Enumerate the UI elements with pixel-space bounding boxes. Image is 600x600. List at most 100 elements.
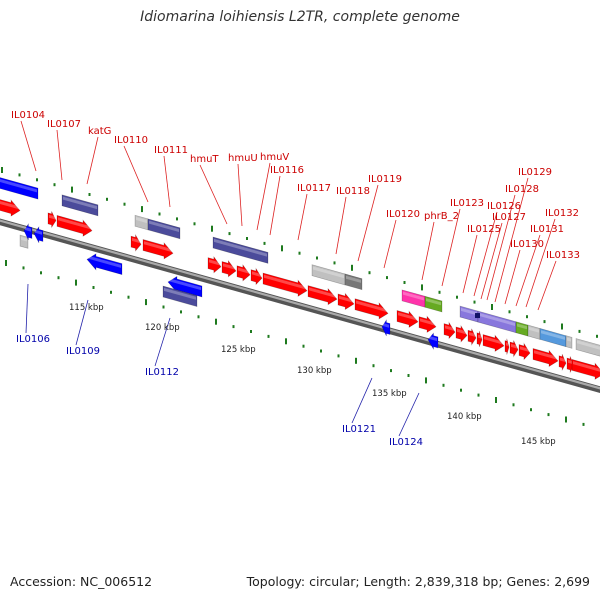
leader-il0116 bbox=[269, 175, 281, 236]
gene-IL0120-misc-shine bbox=[403, 291, 424, 301]
lower-tick bbox=[495, 397, 497, 403]
gene-label-il0109: IL0109 bbox=[66, 346, 100, 357]
lower-tick bbox=[92, 286, 95, 289]
gene-IL0109-shine bbox=[88, 255, 121, 268]
leader-il0123 bbox=[441, 208, 461, 287]
lower-tick bbox=[512, 403, 515, 407]
gene-label-il0112: IL0112 bbox=[145, 367, 179, 378]
lower-tick bbox=[40, 271, 42, 275]
gene-IL0107 bbox=[61, 194, 99, 217]
lower-tick bbox=[547, 413, 550, 417]
upper-tick bbox=[193, 222, 196, 226]
gene-label-il0119: IL0119 bbox=[368, 174, 402, 185]
lower-tick bbox=[530, 408, 532, 412]
lower-tick bbox=[285, 338, 287, 345]
gene-IL0112b bbox=[162, 285, 198, 307]
gene-IL0106-misc-shine bbox=[21, 236, 27, 242]
lower-tick bbox=[372, 364, 375, 368]
lower-tick bbox=[267, 334, 270, 338]
gene-IL0133-misc-shine bbox=[577, 340, 600, 350]
cds-forward-16-shine bbox=[445, 325, 454, 331]
gene-label-il0125: IL0125 bbox=[467, 224, 501, 235]
cds-forward-24 bbox=[532, 348, 559, 367]
gene-label-il0104: IL0104 bbox=[11, 110, 45, 121]
gene-IL0123-shine bbox=[461, 307, 477, 316]
gene-IL0129-shine bbox=[517, 323, 527, 330]
upper-tick bbox=[1, 167, 3, 173]
lower-tick bbox=[565, 416, 567, 423]
gene-IL0107-shine bbox=[63, 196, 97, 210]
gene-label-il0128: IL0128 bbox=[505, 184, 539, 195]
gene-label-il0123: IL0123 bbox=[450, 198, 484, 209]
gene-IL0106 bbox=[23, 222, 33, 241]
gene-label-il0121: IL0121 bbox=[342, 424, 376, 435]
cds-forward-20 bbox=[482, 334, 505, 352]
gene-IL0106-misc bbox=[19, 234, 29, 249]
gene-IL0130-misc-shine bbox=[529, 326, 539, 333]
leader-hmut bbox=[199, 164, 228, 225]
gene-label-il0131: IL0131 bbox=[530, 224, 564, 235]
lower-tick bbox=[75, 279, 77, 286]
cds-forward-6 bbox=[207, 255, 222, 274]
cds-forward-2-shine bbox=[49, 214, 55, 220]
gene-IL0125-marker bbox=[475, 313, 480, 319]
scale-label-2: 120 kbp bbox=[145, 323, 180, 333]
upper-tick bbox=[403, 281, 406, 284]
lower-tick bbox=[22, 266, 25, 270]
gene-IL0125-shine bbox=[479, 312, 515, 326]
gene-label-il0130: IL0130 bbox=[510, 239, 544, 250]
cds-forward-22-shine bbox=[511, 343, 517, 349]
cds-forward-12 bbox=[337, 292, 355, 311]
upper-tick bbox=[473, 300, 476, 304]
leader-il0130 bbox=[504, 249, 521, 305]
upper-tick bbox=[263, 241, 266, 245]
gene-IL0110-misc-shine bbox=[136, 217, 147, 224]
gene-label-il0107: IL0107 bbox=[47, 119, 81, 130]
gene-label-il0124: IL0124 bbox=[389, 437, 423, 448]
upper-tick bbox=[158, 212, 161, 216]
upper-tick bbox=[438, 290, 441, 294]
leader-il0110 bbox=[123, 145, 149, 203]
gene-label-hmuu: hmuU bbox=[228, 153, 258, 164]
leader-hmuu bbox=[237, 163, 243, 227]
lower-tick bbox=[162, 305, 165, 309]
upper-tick bbox=[18, 173, 21, 177]
gene-hmu-operon-shine bbox=[214, 238, 267, 257]
cds-forward-10 bbox=[262, 272, 308, 297]
upper-tick bbox=[123, 202, 126, 206]
cds-forward-25 bbox=[558, 354, 567, 372]
leader-il0132 bbox=[525, 218, 556, 308]
cds-forward-18-shine bbox=[469, 332, 475, 337]
lower-tick bbox=[145, 299, 147, 306]
lower-tick bbox=[302, 344, 305, 348]
upper-tick bbox=[578, 329, 581, 333]
cds-forward-15 bbox=[418, 315, 437, 333]
gene-IL0109 bbox=[86, 253, 123, 275]
gene-IL0124 bbox=[427, 332, 439, 351]
upper-tick bbox=[106, 197, 108, 201]
cds-forward-21-shine bbox=[506, 342, 508, 346]
upper-tick bbox=[543, 320, 546, 324]
gene-label-il0118: IL0118 bbox=[336, 186, 370, 197]
upper-tick bbox=[53, 183, 56, 187]
gene-IL0132-misc bbox=[565, 335, 573, 349]
cds-forward-3-shine bbox=[58, 217, 91, 230]
cds-forward-4 bbox=[130, 233, 142, 252]
upper-tick bbox=[141, 206, 143, 213]
gene-IL0118-misc-shine bbox=[313, 266, 344, 279]
cds-forward-18 bbox=[467, 328, 477, 346]
upper-tick bbox=[36, 178, 38, 182]
gene-label-hmuv: hmuV bbox=[260, 152, 289, 163]
upper-tick bbox=[176, 217, 178, 221]
leader-il0109 bbox=[75, 299, 89, 346]
upper-tick bbox=[491, 304, 493, 310]
cds-forward-26-shine bbox=[568, 359, 573, 365]
gene-label-phrb_2: phrB_2 bbox=[424, 211, 459, 222]
leader-il0104 bbox=[20, 120, 37, 172]
cds-forward-7 bbox=[221, 259, 237, 278]
cds-forward-20-shine bbox=[484, 336, 503, 345]
cds-forward-7-shine bbox=[223, 263, 235, 270]
upper-tick bbox=[351, 264, 353, 271]
cds-forward-8-shine bbox=[238, 267, 249, 274]
